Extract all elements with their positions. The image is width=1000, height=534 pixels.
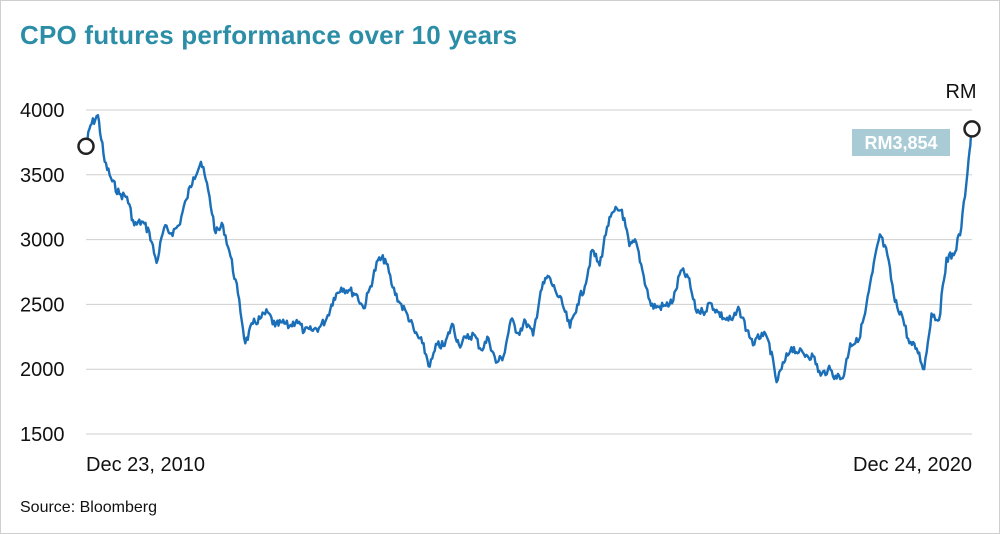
y-tick-label-2000: 2000: [20, 359, 65, 381]
y-tick-label-3500: 3500: [20, 165, 65, 187]
end-value-badge: RM3,854: [852, 129, 950, 156]
y-axis-ticks: 1500 2000 2500 3000 3500 4000: [20, 100, 65, 446]
y-tick-label-2500: 2500: [20, 294, 65, 316]
source-note: Source: Bloomberg: [20, 499, 157, 516]
unit-label: RM: [945, 81, 976, 103]
y-tick-label-3000: 3000: [20, 230, 65, 252]
chart-title: CPO futures performance over 10 years: [20, 20, 518, 50]
end-value-label: RM3,854: [864, 133, 937, 153]
y-tick-label-1500: 1500: [20, 424, 65, 446]
x-start-label: Dec 23, 2010: [86, 454, 205, 476]
gridlines: [86, 109, 972, 435]
start-point-marker: [77, 137, 95, 156]
y-tick-label-4000: 4000: [20, 100, 65, 122]
x-end-label: Dec 24, 2020: [853, 454, 972, 476]
end-point-marker: [963, 120, 981, 138]
cpo-price-line: [84, 114, 974, 384]
